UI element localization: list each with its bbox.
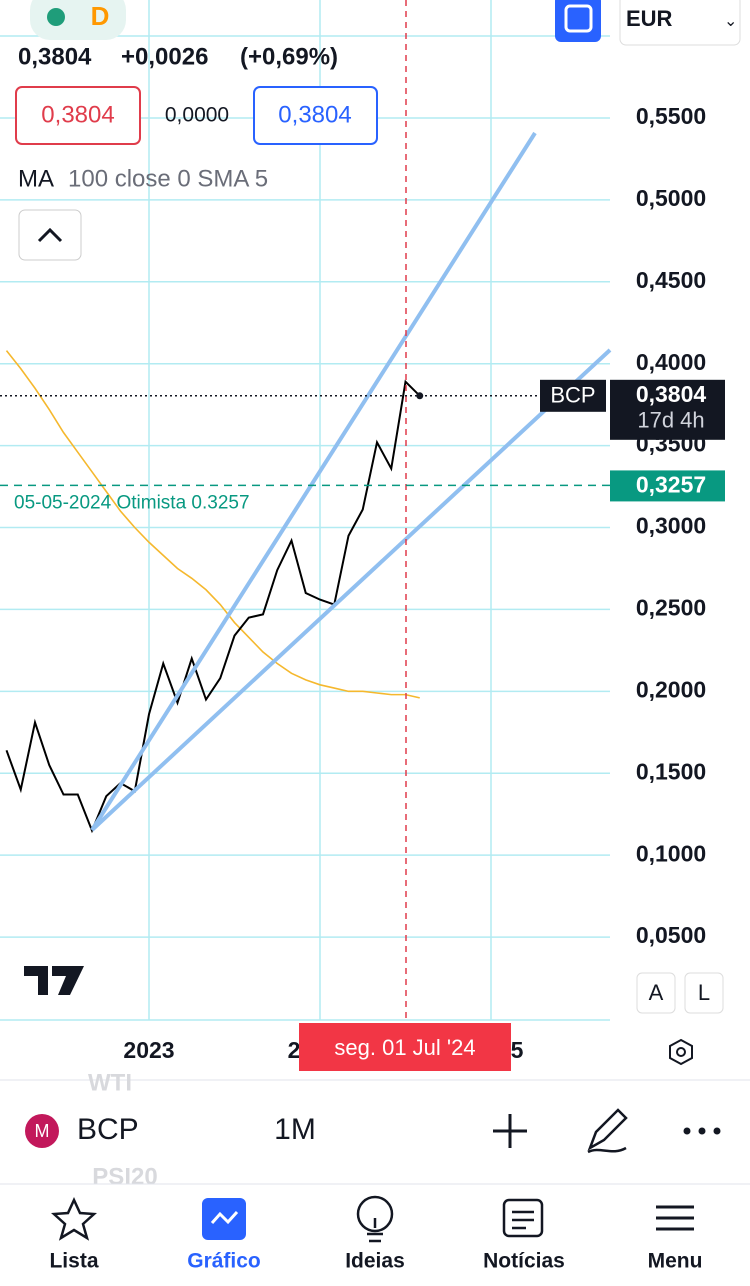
collapse-icon — [37, 227, 63, 243]
timeframe[interactable]: 1M — [274, 1113, 316, 1146]
sell: 0,3804 — [41, 101, 114, 128]
logo — [24, 966, 84, 995]
symbol-logo-glyph: M — [35, 1121, 50, 1141]
change-pct: (+0,69%) — [240, 43, 338, 70]
nav-icon — [656, 1205, 694, 1231]
y-tick-label: 0,4500 — [636, 267, 706, 293]
nav-item[interactable]: Notícias — [483, 1250, 565, 1273]
spread: 0,0000 — [165, 104, 229, 127]
nav-item[interactable]: Ideias — [345, 1250, 405, 1273]
settings-icon-dot — [676, 1047, 686, 1057]
currency-select[interactable] — [619, 0, 741, 46]
y-tick-label: 0,2500 — [636, 595, 706, 621]
nav-item[interactable]: Lista — [49, 1250, 98, 1273]
indicator-name: MA — [18, 165, 54, 192]
change: +0,0026 — [121, 43, 208, 70]
nav-icon-line — [512, 1210, 534, 1230]
nav-icon — [502, 1198, 544, 1238]
symbol-logo — [25, 1114, 59, 1148]
y-tick-label: 0,1500 — [636, 758, 706, 784]
status-dot — [47, 8, 65, 26]
interval[interactable]: D — [91, 1, 110, 31]
dot — [713, 1127, 721, 1135]
dot — [698, 1127, 706, 1135]
price-tag-label: 0,3804 — [636, 381, 707, 407]
fullscreen-icon — [564, 4, 593, 33]
symbol[interactable]: BCP — [77, 1113, 139, 1146]
more-button[interactable] — [683, 1127, 721, 1135]
quote: 0,3804 — [18, 43, 92, 70]
y-tick-label: 0,4000 — [636, 349, 706, 375]
draw-button[interactable] — [587, 1108, 628, 1154]
crosshair-label: seg. 01 Jul '24 — [334, 1035, 475, 1060]
nav-icon — [50, 1197, 98, 1241]
grid — [0, 0, 610, 1021]
nav-icon-line — [367, 1218, 383, 1243]
price-tag — [610, 379, 725, 440]
dot — [683, 1127, 691, 1135]
next-symbol: PSI20 — [92, 1163, 157, 1190]
level-tag — [610, 470, 725, 502]
dropdown-caret: ⌄ — [724, 13, 737, 30]
plot — [5, 350, 421, 834]
auto-scale[interactable]: A — [649, 980, 664, 1005]
x-tick-label: 2023 — [123, 1037, 174, 1063]
collapse-button[interactable] — [18, 209, 82, 261]
x-tick-label: 5 — [511, 1037, 524, 1063]
y-tick-label: 0,2000 — [636, 676, 706, 702]
price-line — [5, 350, 420, 699]
symbol-tag — [540, 379, 606, 412]
settings-icon[interactable] — [669, 1038, 693, 1066]
overlay: 0,05000,10000,15000,20000,25000,30000,35… — [0, 103, 725, 948]
countdown: 17d 4h — [637, 408, 704, 433]
log-scale[interactable]: L — [698, 980, 710, 1005]
level-label: 0,3257 — [636, 471, 706, 497]
nav-item[interactable]: Menu — [648, 1250, 703, 1273]
currency: EUR — [626, 6, 673, 31]
buy: 0,3804 — [278, 101, 351, 128]
crosshair-tag — [299, 1023, 511, 1071]
trend-line — [90, 348, 612, 832]
x-tick-label: 2 — [288, 1037, 301, 1063]
y-tick-label: 0,1000 — [636, 840, 706, 866]
nav-icon-line — [210, 1210, 239, 1225]
nav-icon — [356, 1195, 394, 1233]
auto-scale-button[interactable] — [636, 972, 676, 1014]
y-tick-label: 0,3000 — [636, 513, 706, 539]
sell-button[interactable] — [15, 86, 141, 145]
prev-symbol: WTI — [88, 1069, 132, 1096]
buy-button[interactable] — [253, 86, 378, 145]
trend-line — [90, 131, 537, 832]
add-button[interactable] — [493, 1114, 527, 1148]
log-scale-button[interactable] — [684, 972, 724, 1014]
y-tick-label: 0,5500 — [636, 103, 706, 129]
nav-item[interactable]: Gráfico — [187, 1250, 261, 1273]
last-point — [416, 392, 424, 400]
y-tick-label: 0,5000 — [636, 185, 706, 211]
price-line — [5, 379, 421, 834]
interval-pill[interactable] — [30, 0, 126, 40]
symbol-tag-label: BCP — [550, 383, 595, 408]
y-tick-label: 0,0500 — [636, 922, 706, 948]
level-annotation: 05-05-2024 Otimista 0.3257 — [14, 492, 250, 513]
indicator-params: 100 close 0 SMA 5 — [68, 165, 268, 192]
